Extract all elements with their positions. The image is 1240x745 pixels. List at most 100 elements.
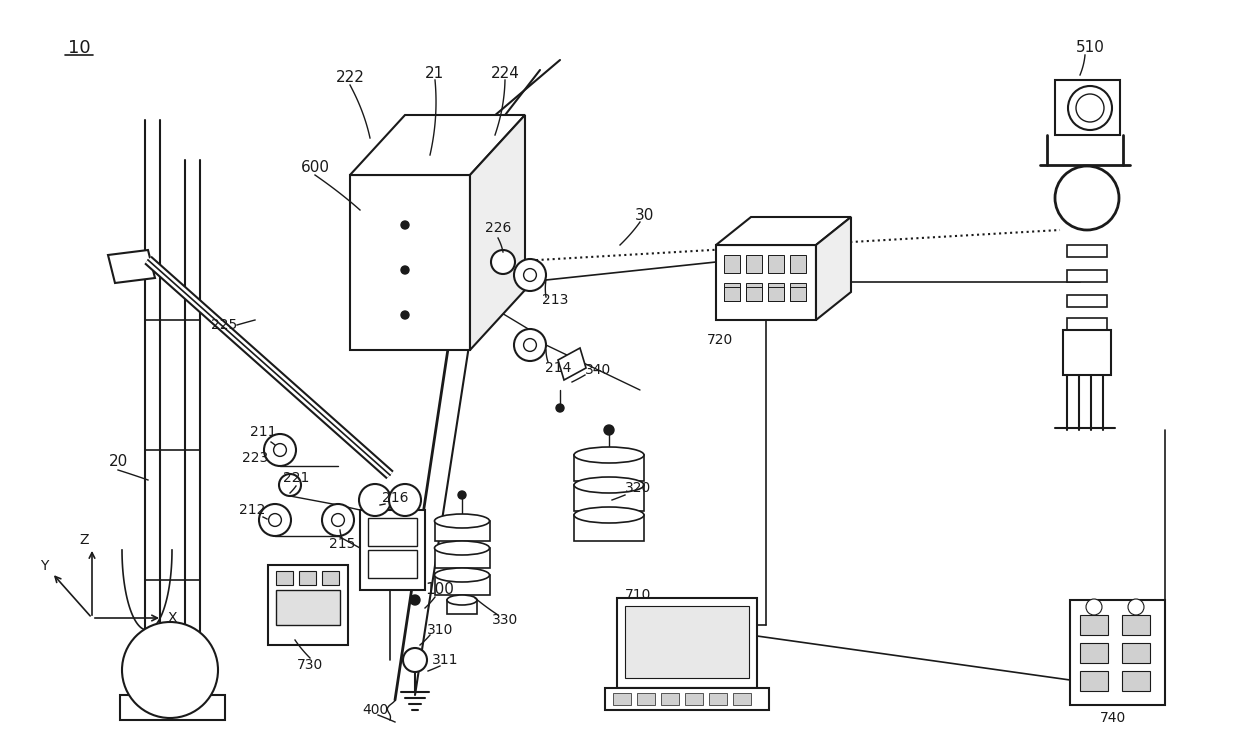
Ellipse shape	[574, 447, 644, 463]
Text: 212: 212	[239, 503, 265, 517]
Text: 216: 216	[382, 491, 408, 505]
Bar	[1055, 80, 1120, 135]
Circle shape	[1055, 166, 1118, 230]
Bar	[120, 695, 224, 720]
Circle shape	[269, 513, 281, 527]
Bar	[1066, 270, 1107, 282]
Circle shape	[515, 329, 546, 361]
Polygon shape	[816, 217, 851, 320]
Circle shape	[264, 434, 296, 466]
Text: 720: 720	[707, 333, 733, 347]
Bar	[746, 287, 763, 301]
Bar	[661, 693, 680, 705]
Text: 330: 330	[492, 613, 518, 627]
Bar	[1063, 330, 1111, 375]
Circle shape	[389, 484, 422, 516]
Circle shape	[523, 338, 537, 352]
Bar	[1080, 671, 1109, 691]
Text: 223: 223	[242, 451, 268, 465]
Bar	[1066, 318, 1107, 330]
Circle shape	[1068, 86, 1112, 130]
Text: 340: 340	[585, 363, 611, 377]
Bar	[637, 693, 655, 705]
Circle shape	[1076, 94, 1104, 122]
Bar	[1066, 245, 1107, 257]
Ellipse shape	[434, 541, 490, 555]
Bar	[1070, 600, 1166, 705]
Text: 730: 730	[296, 658, 324, 672]
Bar	[724, 255, 740, 273]
Ellipse shape	[434, 568, 490, 582]
Text: 213: 213	[542, 293, 568, 307]
Bar	[435, 575, 490, 595]
Circle shape	[1128, 599, 1145, 615]
Bar	[724, 287, 740, 301]
Text: 224: 224	[491, 66, 520, 80]
Text: 740: 740	[1100, 711, 1126, 725]
Text: 310: 310	[427, 623, 453, 637]
Polygon shape	[350, 115, 525, 175]
Circle shape	[122, 622, 218, 718]
Circle shape	[401, 266, 409, 274]
Bar	[1080, 615, 1109, 635]
Text: 222: 222	[336, 71, 365, 86]
Circle shape	[410, 595, 420, 605]
Bar	[299, 571, 316, 585]
Circle shape	[1086, 599, 1102, 615]
Text: 510: 510	[1075, 40, 1105, 55]
Circle shape	[259, 504, 291, 536]
Text: 710: 710	[625, 588, 651, 602]
Polygon shape	[108, 250, 155, 283]
Text: 600: 600	[300, 160, 330, 176]
Polygon shape	[715, 217, 851, 245]
Bar	[724, 283, 740, 301]
Circle shape	[360, 484, 391, 516]
Bar	[368, 550, 417, 578]
Bar	[768, 283, 784, 301]
Circle shape	[403, 648, 427, 672]
Text: 215: 215	[329, 537, 355, 551]
Bar	[605, 688, 769, 710]
Polygon shape	[470, 115, 525, 350]
Bar	[618, 598, 756, 688]
Bar	[733, 693, 751, 705]
Circle shape	[331, 513, 345, 527]
Text: 320: 320	[625, 481, 651, 495]
Bar	[277, 571, 293, 585]
Text: Z: Z	[79, 533, 89, 547]
Bar	[277, 590, 340, 625]
Bar	[574, 515, 644, 541]
Text: Y: Y	[40, 559, 48, 573]
Text: 21: 21	[425, 66, 445, 80]
Bar	[746, 283, 763, 301]
Bar	[790, 287, 806, 301]
Circle shape	[491, 250, 515, 274]
Bar	[1080, 643, 1109, 663]
Bar	[768, 255, 784, 273]
Bar	[1122, 615, 1149, 635]
Bar	[360, 510, 425, 590]
Bar	[368, 518, 417, 546]
Text: X: X	[167, 611, 177, 625]
Bar	[268, 565, 348, 645]
Text: 400: 400	[362, 703, 388, 717]
Bar	[350, 175, 470, 350]
Text: 226: 226	[485, 221, 511, 235]
Bar	[790, 283, 806, 301]
Bar	[715, 245, 816, 320]
Bar	[1122, 671, 1149, 691]
Bar	[322, 571, 339, 585]
Text: 30: 30	[635, 208, 655, 223]
Ellipse shape	[446, 595, 477, 605]
Circle shape	[515, 259, 546, 291]
Bar	[746, 255, 763, 273]
Bar	[574, 485, 644, 511]
Circle shape	[604, 425, 614, 435]
Bar	[709, 693, 727, 705]
Text: 311: 311	[432, 653, 459, 667]
Circle shape	[523, 269, 537, 282]
Text: 221: 221	[283, 471, 309, 485]
Text: 100: 100	[425, 583, 454, 597]
Ellipse shape	[574, 507, 644, 523]
Bar	[684, 693, 703, 705]
